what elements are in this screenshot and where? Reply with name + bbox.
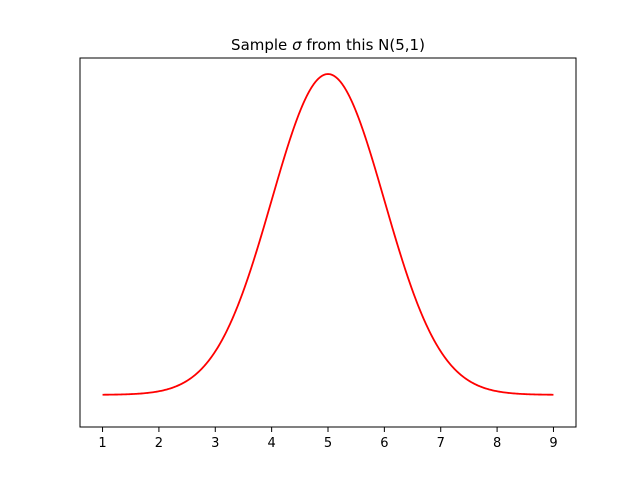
x-tick-label-4: 4 <box>267 436 275 451</box>
x-tick-label-3: 3 <box>211 436 219 451</box>
x-tick-label-5: 5 <box>324 436 332 451</box>
x-tick-label-6: 6 <box>380 436 388 451</box>
x-tick-label-1: 1 <box>98 436 106 451</box>
x-tick-label-2: 2 <box>155 436 163 451</box>
sigma-symbol: σ <box>292 36 302 54</box>
series-line-0 <box>102 73 554 396</box>
chart-title: Sample σ from this N(5,1) <box>231 36 425 54</box>
axes-frame <box>79 57 577 428</box>
x-tick-label-8: 8 <box>493 436 501 451</box>
x-tick-label-9: 9 <box>549 436 557 451</box>
x-tick-label-7: 7 <box>437 436 445 451</box>
plot-area: 1 2 3 4 5 6 7 8 9 <box>79 57 577 451</box>
